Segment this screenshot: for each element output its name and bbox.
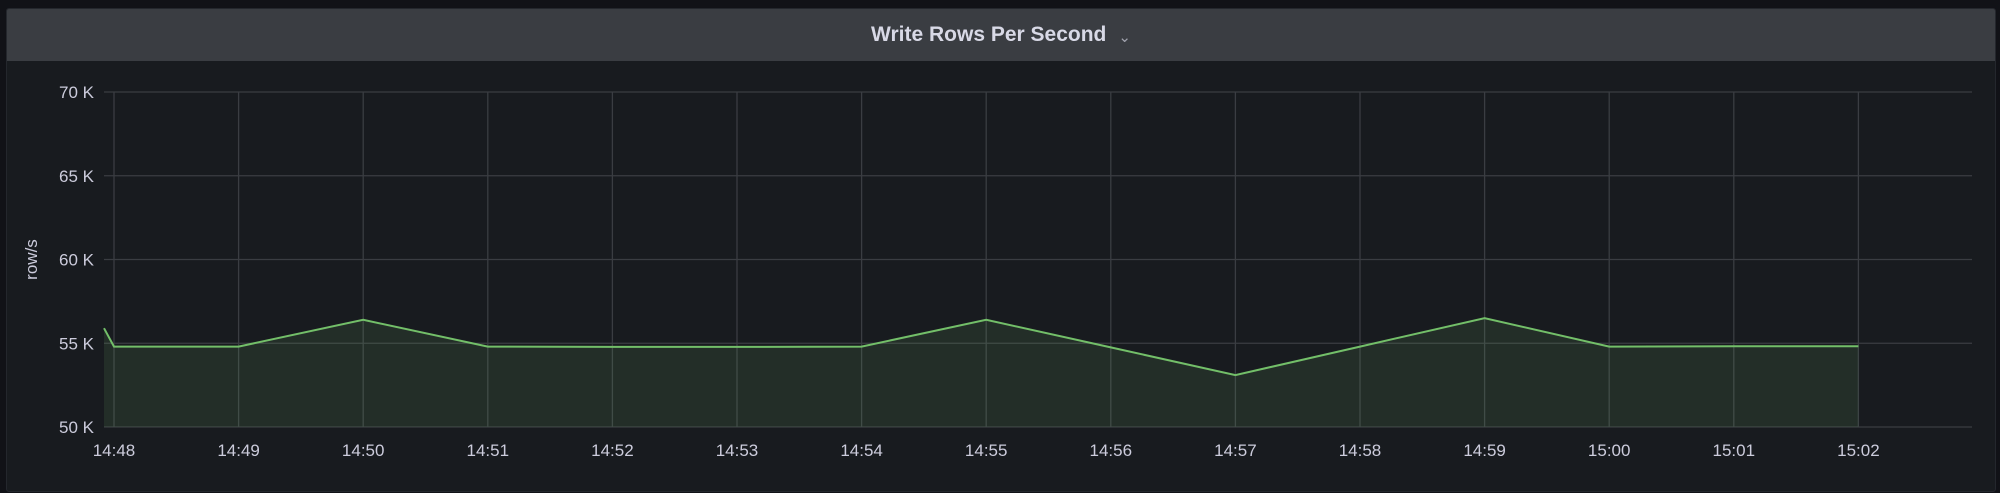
x-tick-label: 14:52: [591, 441, 634, 460]
series-area: [104, 318, 1859, 427]
y-axis-label: row/s: [22, 239, 41, 280]
series-line: [103, 317, 1859, 377]
x-tick-label: 15:00: [1588, 441, 1631, 460]
x-tick-label: 14:53: [716, 441, 759, 460]
x-tick-label: 14:50: [342, 441, 385, 460]
x-tick-label: 15:01: [1713, 441, 1756, 460]
x-tick-label: 14:49: [217, 441, 260, 460]
x-tick-label: 14:57: [1214, 441, 1257, 460]
panel-title[interactable]: Write Rows Per Second: [871, 23, 1107, 46]
x-tick-label: 14:51: [467, 441, 510, 460]
y-tick-label: 55 K: [59, 334, 95, 353]
y-tick-label: 60 K: [59, 251, 95, 270]
y-tick-label: 50 K: [59, 418, 95, 437]
chevron-down-icon[interactable]: ⌄: [1118, 29, 1131, 46]
x-tick-label: 14:58: [1339, 441, 1382, 460]
y-tick-label: 65 K: [59, 167, 95, 186]
x-tick-label: 14:54: [840, 441, 883, 460]
x-tick-label: 15:02: [1837, 441, 1880, 460]
panel-header[interactable]: Write Rows Per Second ⌄: [7, 9, 1995, 61]
chart-panel: Write Rows Per Second ⌄ 50 K 55 K 60 K 65 K…: [6, 8, 1996, 492]
y-tick-label: 70 K: [59, 83, 95, 102]
x-tick-label: 14:55: [965, 441, 1008, 460]
x-tick-label: 14:56: [1090, 441, 1133, 460]
chart-svg: 50 K 55 K 60 K 65 K 70 K 14:48 14:49 14:50 14:51…: [22, 83, 1972, 460]
x-tick-label: 14:48: [93, 441, 136, 460]
x-tick-label: 14:59: [1463, 441, 1506, 460]
